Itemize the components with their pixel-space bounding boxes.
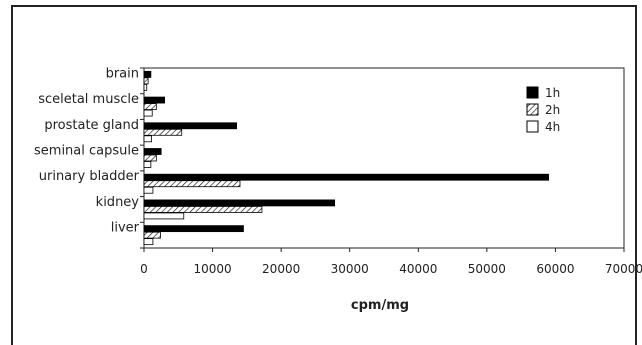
x-tick-label: 70000 bbox=[605, 262, 642, 276]
plot-area: brain sceletal muscle prostate gland semina… bbox=[34, 66, 642, 276]
legend-swatch-4h bbox=[526, 120, 539, 133]
bar-4h bbox=[143, 161, 152, 168]
legend-label: 2h bbox=[545, 103, 560, 117]
x-tick-label: 0 bbox=[140, 262, 148, 276]
legend-label: 4h bbox=[545, 120, 560, 134]
legend-swatch-2h bbox=[526, 103, 539, 116]
bar-2h bbox=[143, 128, 183, 136]
category-label: sceletal muscle bbox=[38, 92, 139, 107]
category-label: seminal capsule bbox=[34, 144, 139, 159]
category-label: kidney bbox=[96, 195, 140, 210]
bar-1h bbox=[143, 148, 162, 155]
category-label: brain bbox=[106, 66, 139, 81]
bar-4h bbox=[143, 212, 185, 220]
x-tick-label: 30000 bbox=[331, 262, 369, 276]
bar-4h bbox=[143, 186, 154, 194]
bar-2h bbox=[143, 154, 157, 162]
bar-4h bbox=[143, 135, 152, 143]
x-tick-label: 40000 bbox=[399, 262, 437, 276]
bar-1h bbox=[143, 199, 336, 207]
bar-1h bbox=[143, 122, 237, 130]
bar-1h bbox=[143, 70, 152, 78]
legend: 1h 2h 4h bbox=[526, 86, 560, 134]
bar-4h bbox=[143, 109, 153, 117]
legend-swatch-1h bbox=[526, 86, 539, 99]
category-label: prostate gland bbox=[44, 118, 139, 133]
bar-2h bbox=[143, 77, 149, 85]
bar-1h bbox=[143, 173, 549, 181]
bar-chart: brain sceletal muscle prostate gland semina… bbox=[34, 66, 642, 313]
bar-1h bbox=[143, 96, 165, 104]
bar-2h bbox=[143, 206, 263, 213]
bar-2h bbox=[143, 103, 157, 110]
bar-2h bbox=[143, 180, 241, 188]
x-tick-label: 50000 bbox=[468, 262, 506, 276]
category-label: liver bbox=[111, 221, 140, 236]
legend-label: 1h bbox=[545, 86, 560, 100]
bar-2h bbox=[143, 231, 161, 239]
x-axis-title: cpm/mg bbox=[351, 298, 409, 313]
x-tick-label: 10000 bbox=[193, 262, 231, 276]
x-tick-label: 60000 bbox=[536, 262, 574, 276]
bar-4h bbox=[143, 238, 154, 246]
bar-4h bbox=[143, 83, 148, 91]
x-tick-label: 20000 bbox=[262, 262, 300, 276]
bar-1h bbox=[143, 225, 244, 233]
category-label: urinary bladder bbox=[39, 169, 140, 184]
chart-frame bbox=[11, 5, 637, 345]
